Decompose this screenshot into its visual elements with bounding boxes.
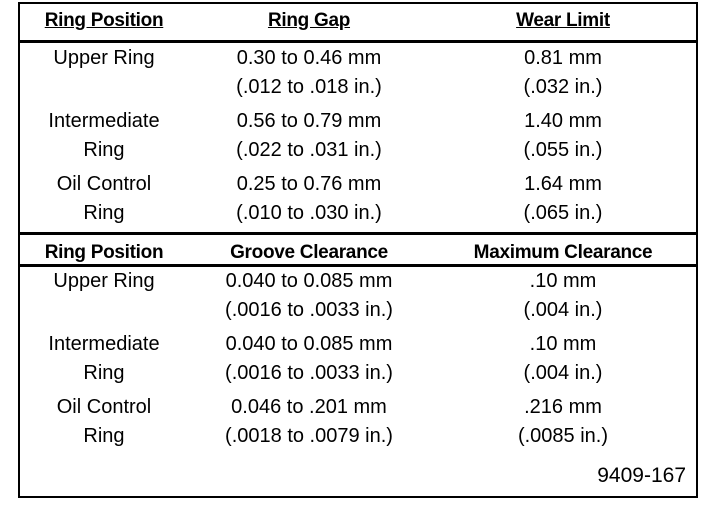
cell-text: (.0085 in.) (517, 425, 609, 447)
cell-text: (.0016 to .0033 in.) (225, 362, 393, 384)
cell-text: Ring (83, 362, 125, 384)
cell-text: Ring (83, 425, 125, 447)
cell-text: Oil Control (56, 173, 152, 195)
section-rule (20, 232, 696, 235)
cell-text: 0.040 to 0.085 mm (225, 270, 393, 292)
header-rule (20, 264, 696, 267)
header-rule (20, 40, 696, 43)
cell-text: .10 mm (529, 333, 597, 355)
cell-text: (.055 in.) (523, 139, 603, 161)
cell-text: Intermediate (48, 110, 160, 132)
cell-text: (.032 in.) (523, 76, 603, 98)
cell-text: 0.81 mm (524, 47, 602, 69)
column-header: Ring Position (44, 10, 164, 31)
figure-number: 9409-167 (597, 464, 686, 487)
cell-text: 0.046 to .201 mm (231, 396, 387, 418)
column-header: Maximum Clearance (473, 242, 653, 263)
column-header: Groove Clearance (230, 242, 388, 263)
cell-text: .10 mm (529, 270, 597, 292)
cell-text: 0.040 to 0.085 mm (225, 333, 393, 355)
cell-text: (.022 to .031 in.) (236, 139, 382, 161)
column-header: Ring Gap (267, 10, 351, 31)
cell-text: Upper Ring (53, 270, 155, 292)
cell-text: Intermediate (48, 333, 160, 355)
cell-text: (.010 to .030 in.) (236, 202, 382, 224)
table-frame: 9409-167 Ring Position Ring Gap Wear Limit… (18, 2, 698, 498)
column-header: Ring Position (44, 242, 164, 263)
cell-text: 0.25 to 0.76 mm (236, 173, 382, 195)
cell-text: 0.30 to 0.46 mm (236, 47, 382, 69)
cell-text: (.004 in.) (523, 362, 603, 384)
cell-text: 1.64 mm (524, 173, 602, 195)
cell-text: 0.56 to 0.79 mm (236, 110, 382, 132)
cell-text: 1.40 mm (524, 110, 602, 132)
cell-text: Ring (83, 139, 125, 161)
column-header: Wear Limit (516, 10, 610, 31)
cell-text: (.012 to .018 in.) (236, 76, 382, 98)
cell-text: .216 mm (524, 396, 602, 418)
cell-text: Ring (83, 202, 125, 224)
cell-text: (.0016 to .0033 in.) (225, 299, 393, 321)
cell-text: Oil Control (56, 396, 152, 418)
cell-text: (.004 in.) (523, 299, 603, 321)
cell-text: (.065 in.) (523, 202, 603, 224)
cell-text: (.0018 to .0079 in.) (225, 425, 393, 447)
cell-text: Upper Ring (53, 47, 155, 69)
